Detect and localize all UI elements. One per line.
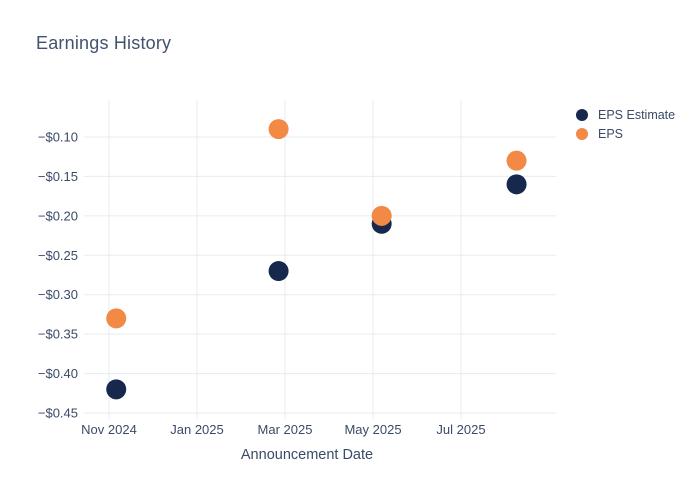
y-tick-label: −$0.35 xyxy=(38,327,78,342)
legend: EPS Estimate EPS xyxy=(576,105,675,143)
y-tick-label: −$0.45 xyxy=(38,406,78,421)
y-tick-label: −$0.25 xyxy=(38,248,78,263)
legend-item-eps-estimate[interactable]: EPS Estimate xyxy=(576,105,675,124)
x-tick-label: Jul 2025 xyxy=(436,422,485,437)
y-tick-label: −$0.15 xyxy=(38,169,78,184)
plot-area[interactable] xyxy=(84,100,556,413)
y-tick-label: −$0.20 xyxy=(38,208,78,223)
y-tick-label: −$0.30 xyxy=(38,287,78,302)
chart-title: Earnings History xyxy=(36,33,172,53)
eps-estimate-marker-icon xyxy=(576,108,588,121)
x-tick-label: Mar 2025 xyxy=(258,422,313,437)
data-point-eps[interactable] xyxy=(268,119,289,140)
eps-marker-icon xyxy=(576,127,588,140)
data-point-eps[interactable] xyxy=(371,205,392,226)
y-tick-label: −$0.40 xyxy=(38,366,78,381)
data-point-eps-estimate[interactable] xyxy=(506,174,527,195)
data-point-eps[interactable] xyxy=(106,308,127,329)
data-point-eps[interactable] xyxy=(506,150,527,171)
x-tick-label: Jan 2025 xyxy=(170,422,224,437)
x-tick-label: May 2025 xyxy=(344,422,401,437)
x-axis-title: Announcement Date xyxy=(240,447,374,463)
y-tick-label: −$0.10 xyxy=(38,130,78,145)
legend-label-eps: EPS xyxy=(598,126,624,141)
legend-label-eps-estimate: EPS Estimate xyxy=(598,107,676,122)
legend-item-eps[interactable]: EPS xyxy=(576,124,675,143)
x-tick-label: Nov 2024 xyxy=(81,422,137,437)
data-point-eps-estimate[interactable] xyxy=(106,379,127,400)
data-point-eps-estimate[interactable] xyxy=(268,261,289,282)
